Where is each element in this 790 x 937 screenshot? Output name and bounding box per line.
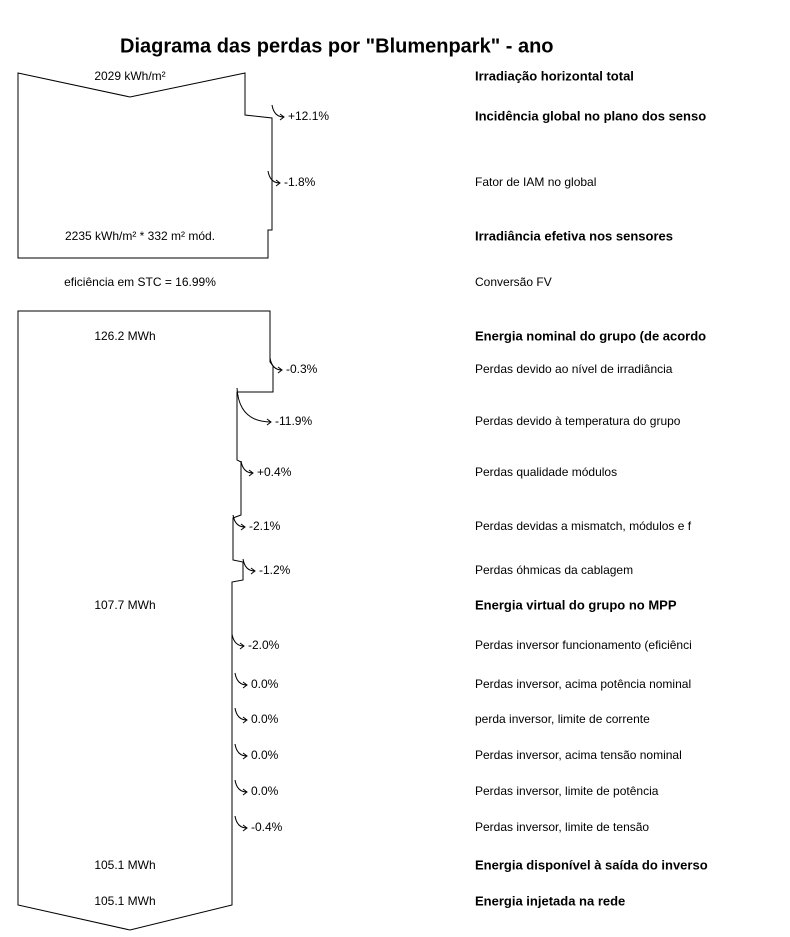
row-label: Conversão FV	[475, 275, 552, 289]
row-label: Energia nominal do grupo (de acordo	[475, 328, 706, 343]
block-value: eficiência em STC = 16.99%	[64, 275, 216, 289]
block-value: 126.2 MWh	[94, 329, 155, 343]
energy-block	[17, 310, 274, 931]
row-label: Irradiação horizontal total	[475, 68, 634, 83]
row-label: Irradiância efetiva nos sensores	[475, 228, 673, 243]
loss-value: +0.4%	[257, 465, 292, 479]
block-value: 105.1 MWh	[94, 858, 155, 872]
row-label: Perdas óhmicas da cablagem	[475, 563, 633, 577]
loss-arrow	[234, 743, 248, 760]
row-label: perda inversor, limite de corrente	[475, 712, 650, 726]
loss-value: -1.8%	[284, 175, 316, 189]
loss-value: 0.0%	[251, 712, 279, 726]
row-label: Fator de IAM no global	[475, 175, 596, 189]
block-value: 2029 kWh/m²	[94, 69, 165, 83]
loss-arrow	[234, 672, 248, 689]
row-label: Perdas devido à temperatura do grupo	[475, 414, 681, 428]
loss-arrow	[234, 815, 248, 832]
row-label: Perdas inversor, acima tensão nominal	[475, 748, 682, 762]
row-label: Perdas inversor, limite de tensão	[475, 820, 649, 834]
row-label: Perdas inversor, limite de potência	[475, 784, 659, 798]
loss-value: -0.3%	[286, 362, 318, 376]
loss-value: 0.0%	[251, 677, 279, 691]
block-value: 2235 kWh/m² * 332 m² mód.	[65, 229, 215, 243]
loss-arrow	[234, 707, 248, 724]
loss-arrow	[271, 104, 285, 121]
loss-arrow	[231, 633, 245, 650]
row-label: Perdas inversor, acima potência nominal	[475, 677, 691, 691]
row-label: Energia disponível à saída do inverso	[475, 857, 708, 872]
loss-value: +12.1%	[288, 109, 329, 123]
row-label: Energia injetada na rede	[475, 893, 625, 908]
row-label: Energia virtual do grupo no MPP	[475, 597, 677, 612]
loss-value: 0.0%	[251, 748, 279, 762]
loss-arrow	[242, 558, 256, 575]
row-label: Incidência global no plano dos senso	[475, 108, 706, 123]
loss-arrow	[236, 387, 272, 426]
loss-arrow	[234, 779, 248, 796]
block-value: 105.1 MWh	[94, 894, 155, 908]
loss-arrow	[267, 170, 281, 187]
row-label: Perdas devidas a mismatch, módulos e f	[475, 519, 692, 533]
block-value: 107.7 MWh	[94, 598, 155, 612]
loss-value: -2.1%	[249, 519, 281, 533]
diagram-title: Diagrama das perdas por "Blumenpark" - a…	[120, 35, 554, 57]
loss-arrow	[232, 514, 246, 531]
loss-arrow	[269, 357, 283, 374]
loss-arrow	[240, 460, 254, 477]
row-label: Perdas inversor funcionamento (eficiênci	[475, 638, 692, 652]
loss-value: -0.4%	[251, 820, 283, 834]
irradiation-block	[17, 72, 273, 259]
row-label: Perdas qualidade módulos	[475, 465, 617, 479]
loss-value: -2.0%	[248, 638, 280, 652]
loss-value: -1.2%	[259, 563, 291, 577]
loss-value: -11.9%	[275, 414, 312, 428]
loss-value: 0.0%	[251, 784, 279, 798]
row-label: Perdas devido ao nível de irradiância	[475, 362, 673, 376]
